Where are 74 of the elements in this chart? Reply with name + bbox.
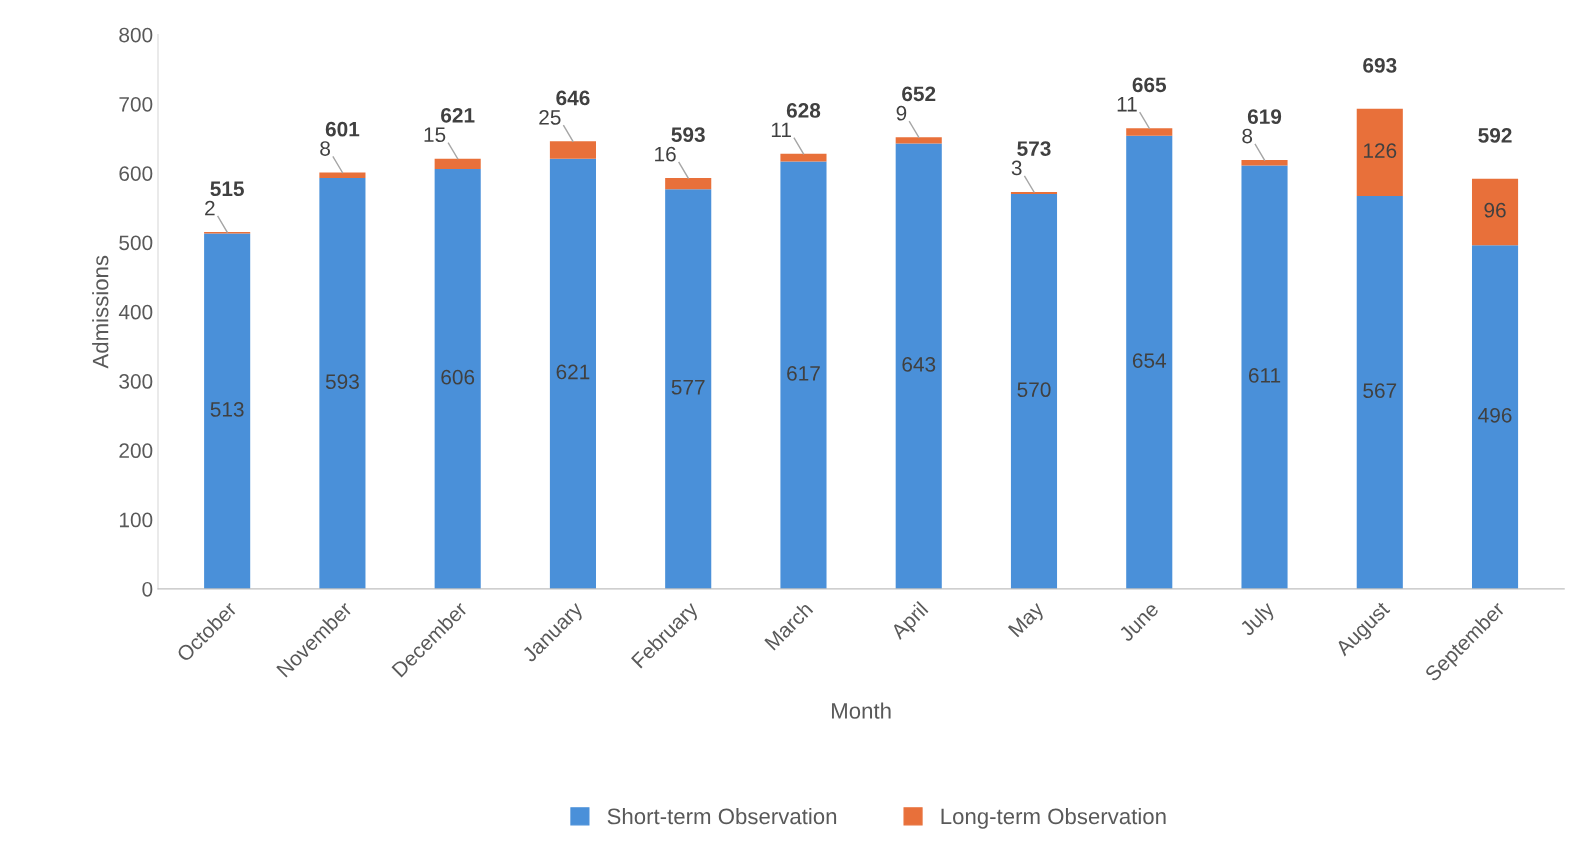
total-label: 693 — [1363, 58, 1397, 73]
bar — [895, 143, 942, 589]
y-tick-label: 700 — [119, 96, 153, 112]
total-label: 621 — [441, 107, 475, 123]
y-tick-label: 0 — [142, 581, 153, 597]
bar — [1010, 193, 1058, 589]
data-label: 8 — [1242, 128, 1253, 144]
data-label: 8 — [320, 141, 330, 156]
legend-label: Long-term Observation — [941, 807, 1166, 829]
data-label: 577 — [671, 380, 705, 395]
bar — [204, 233, 251, 589]
total-label: 593 — [671, 127, 705, 143]
bar — [895, 137, 942, 144]
legend-label: Short-term Observation — [607, 807, 837, 825]
data-label: 96 — [1484, 202, 1506, 218]
bar — [1010, 191, 1058, 194]
bar — [1471, 245, 1519, 589]
bar — [319, 178, 366, 589]
data-label: 643 — [902, 356, 936, 372]
data-label: 617 — [787, 365, 820, 381]
total-label: 515 — [210, 181, 244, 197]
data-label: 2 — [205, 200, 215, 216]
data-label: 567 — [1363, 383, 1397, 399]
bar — [1356, 196, 1403, 589]
bar — [665, 189, 712, 589]
data-label: 16 — [655, 146, 676, 162]
data-label: 11 — [1117, 97, 1137, 112]
data-label: 593 — [325, 374, 359, 390]
bar — [1241, 160, 1288, 166]
total-label: 592 — [1478, 128, 1512, 143]
data-label: 606 — [441, 369, 475, 385]
bar — [1356, 108, 1403, 197]
bar — [549, 141, 596, 159]
y-tick-label: 800 — [119, 27, 153, 43]
x-axis-title: Month — [832, 702, 891, 719]
data-label: 570 — [1017, 382, 1051, 398]
y-tick-label: 100 — [119, 512, 153, 528]
data-label: 9 — [896, 105, 907, 121]
total-label: 619 — [1247, 109, 1282, 125]
bar — [780, 161, 827, 589]
bar — [319, 172, 366, 179]
total-label: 652 — [902, 86, 936, 102]
total-label: 646 — [556, 90, 590, 106]
bar — [434, 169, 481, 589]
bar — [434, 158, 481, 170]
total-label: 601 — [325, 121, 360, 137]
y-tick-label: 500 — [119, 235, 153, 251]
data-label: 15 — [424, 127, 446, 143]
bar — [1126, 128, 1173, 136]
bar — [1471, 178, 1519, 246]
data-label: 496 — [1478, 407, 1512, 423]
total-label: 628 — [786, 103, 821, 118]
y-tick-label: 300 — [119, 374, 153, 389]
bar — [780, 153, 827, 162]
data-label: 25 — [539, 110, 561, 125]
bar — [1126, 135, 1173, 589]
data-label: 513 — [210, 402, 244, 417]
bar — [665, 178, 712, 190]
y-tick-label: 400 — [118, 304, 153, 320]
data-label: 11 — [771, 122, 791, 138]
bar — [1241, 165, 1288, 589]
data-label: 654 — [1132, 353, 1167, 368]
y-tick-label: 600 — [119, 166, 153, 181]
data-label: 126 — [1363, 143, 1397, 159]
total-label: 573 — [1017, 141, 1051, 156]
x-tick-label: May — [1007, 600, 1048, 641]
x-tick-label: July — [1238, 600, 1279, 640]
y-axis-title: Admissions — [92, 255, 109, 369]
total-label: 665 — [1132, 77, 1167, 93]
data-label: 611 — [1248, 368, 1281, 383]
bar — [549, 158, 596, 589]
data-label: 3 — [1011, 160, 1022, 176]
data-label: 621 — [556, 364, 590, 380]
y-tick-label: 200 — [119, 443, 153, 459]
